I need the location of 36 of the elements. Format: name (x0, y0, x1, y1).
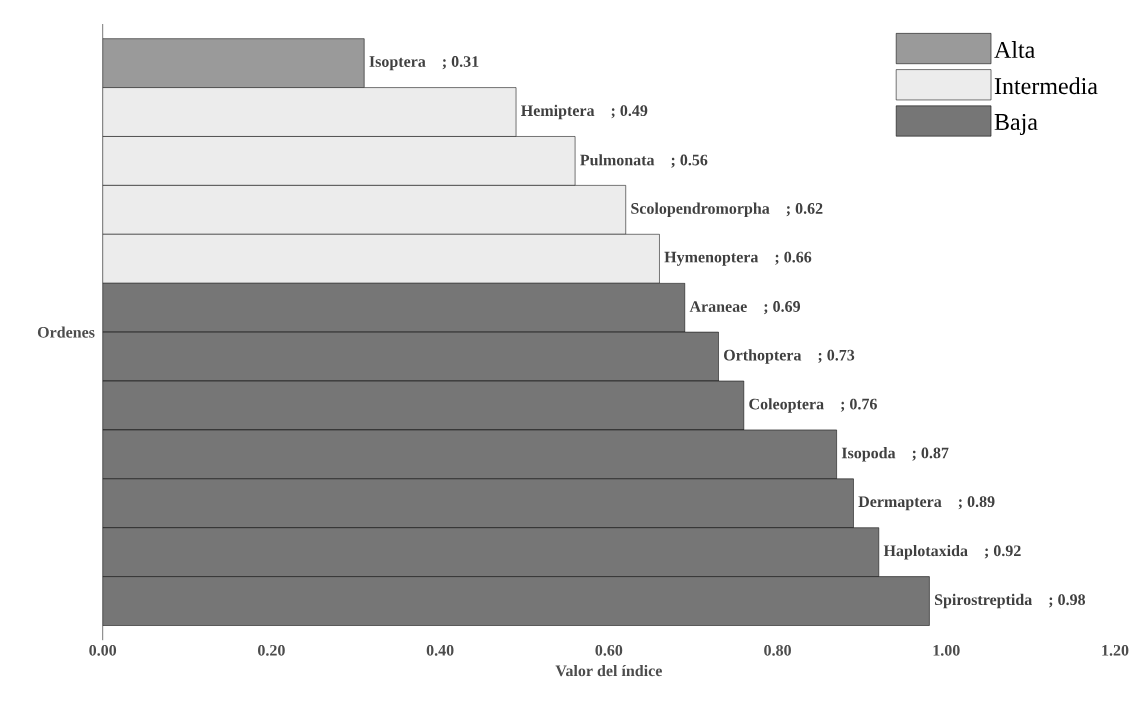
legend-label: Intermedia (994, 77, 1098, 95)
legend-label: Baja (994, 113, 1038, 135)
x-tick-label: 1.20 (1102, 644, 1129, 656)
y-tick-label: Spirostreptida (934, 593, 1033, 609)
y-tick-label: Pulmonata (580, 154, 655, 166)
x-tick-label: 1.00 (933, 644, 960, 656)
text: ; 0.98 (1049, 594, 1086, 608)
text: ; 0.49 (611, 105, 648, 119)
text: ; 0.92 (984, 545, 1021, 559)
x-tick-label: 0.40 (426, 644, 454, 656)
x-tick-label: 0.80 (764, 644, 791, 656)
y-tick-label: Scolopendromorpha (631, 202, 770, 217)
y-tick-label: Hymenoptera (664, 251, 759, 266)
x-tick-label: 0.60 (595, 644, 623, 656)
text: ; 0.89 (958, 496, 995, 510)
y-axis-title: Ordenes (37, 326, 95, 338)
y-tick-label: Isopoda (841, 447, 896, 462)
text: ; 0.31 (442, 56, 479, 70)
x-tick-label: 0.20 (258, 644, 285, 656)
text: ; 0.76 (840, 398, 877, 412)
y-tick-label: Haplotaxida (883, 544, 968, 560)
y-tick-label: Dermaptera (858, 496, 942, 511)
text: ; 0.62 (786, 202, 823, 217)
text: ; 0.66 (775, 251, 812, 265)
y-tick-label: Hemiptera (521, 104, 595, 120)
y-tick-label: Orthoptera (724, 349, 802, 364)
text: ; 0.87 (912, 447, 949, 461)
x-axis-title: Valor del índice (555, 664, 662, 677)
text: ; 0.69 (764, 300, 801, 315)
y-tick-label: Isoptera (369, 56, 426, 71)
text: ; 0.56 (671, 154, 708, 168)
y-tick-label: Coleoptera (749, 398, 824, 413)
x-tick-label: 0.00 (89, 644, 117, 656)
legend-label: Alta (994, 41, 1035, 58)
y-tick-label: Araneae (689, 301, 747, 312)
text: ; 0.73 (818, 349, 855, 363)
